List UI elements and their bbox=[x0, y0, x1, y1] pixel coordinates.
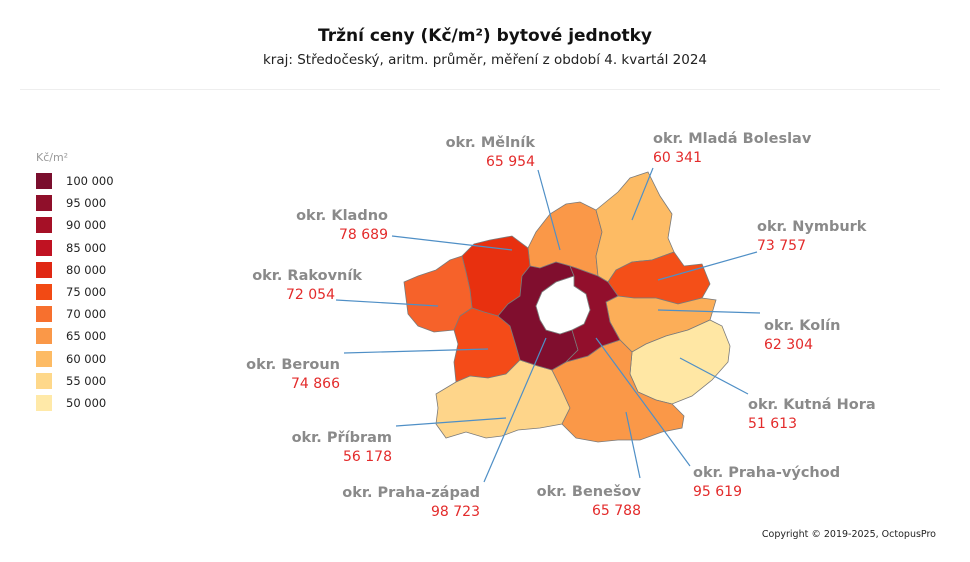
label-kutna-hora-name: okr. Kutná Hora bbox=[748, 397, 876, 413]
legend-swatch bbox=[36, 350, 52, 367]
legend-label: 95 000 bbox=[66, 196, 107, 211]
legend-item: 75 000 bbox=[36, 281, 114, 303]
legend-items: 100 000 95 000 90 000 85 000 80 000 75 000 70 … bbox=[36, 170, 114, 414]
legend-item: 80 000 bbox=[36, 259, 114, 281]
leader-line-rakovnik bbox=[335, 299, 439, 307]
legend-swatch bbox=[36, 261, 52, 278]
leader-line-kutna-hora bbox=[679, 357, 749, 395]
label-mlada-boleslav-name: okr. Mladá Boleslav bbox=[653, 131, 812, 147]
label-pribram-name: okr. Příbram bbox=[292, 430, 392, 446]
legend-swatch bbox=[36, 195, 52, 212]
label-kladno-value: 78 689 bbox=[339, 227, 388, 243]
label-kolin-value: 62 304 bbox=[764, 337, 813, 353]
legend-item: 50 000 bbox=[36, 392, 114, 414]
label-praha-zapad-value: 98 723 bbox=[431, 504, 480, 520]
legend-label: 85 000 bbox=[66, 240, 107, 255]
leader-lines bbox=[335, 167, 761, 483]
legend-item: 90 000 bbox=[36, 214, 114, 236]
legend-item: 100 000 bbox=[36, 170, 114, 192]
leader-line-praha-zapad bbox=[483, 337, 547, 483]
legend-unit: Kč/m² bbox=[36, 151, 69, 164]
legend-label: 80 000 bbox=[66, 262, 107, 277]
prague-city-area bbox=[535, 275, 591, 335]
label-melnik-value: 65 954 bbox=[486, 154, 535, 170]
label-beroun-name: okr. Beroun bbox=[246, 357, 340, 373]
legend-label: 90 000 bbox=[66, 218, 107, 233]
map-title: Tržní ceny (Kč/m²) bytové jednotky bbox=[317, 26, 653, 46]
leader-line-pribram bbox=[395, 417, 507, 427]
legend-swatch bbox=[36, 284, 52, 301]
legend-label: 50 000 bbox=[66, 395, 107, 410]
label-nymburk-name: okr. Nymburk bbox=[757, 219, 867, 235]
legend-item: 70 000 bbox=[36, 303, 114, 325]
label-mlada-boleslav-value: 60 341 bbox=[653, 150, 702, 166]
legend-item: 60 000 bbox=[36, 348, 114, 370]
legend-item: 85 000 bbox=[36, 237, 114, 259]
label-praha-vychod-value: 95 619 bbox=[693, 484, 742, 500]
map-subtitle: kraj: Středočeský, aritm. průměr, měření… bbox=[262, 52, 708, 68]
region-shapes bbox=[403, 171, 731, 443]
label-nymburk-value: 73 757 bbox=[757, 238, 806, 254]
header-divider bbox=[20, 89, 940, 90]
legend-item: 65 000 bbox=[36, 325, 114, 347]
leader-line-beroun bbox=[343, 348, 489, 354]
label-kutna-hora-value: 51 613 bbox=[748, 416, 797, 432]
leader-line-benesov bbox=[625, 411, 641, 479]
leader-line-melnik bbox=[537, 169, 561, 251]
legend-swatch bbox=[36, 328, 52, 345]
label-pribram-value: 56 178 bbox=[343, 449, 392, 465]
label-rakovnik-value: 72 054 bbox=[286, 287, 335, 303]
legend-item: 55 000 bbox=[36, 370, 114, 392]
leader-line-praha-vychod bbox=[595, 337, 691, 467]
legend: Kč/m² 100 000 95 000 90 000 85 000 80 000 75 … bbox=[36, 151, 114, 414]
copyright-notice: Copyright © 2019-2025, OctopusPro bbox=[761, 529, 936, 540]
legend-swatch bbox=[36, 306, 52, 323]
leader-line-mlada-boleslav bbox=[631, 167, 654, 221]
label-rakovnik-name: okr. Rakovník bbox=[252, 268, 362, 284]
label-praha-vychod-name: okr. Praha-východ bbox=[693, 465, 840, 481]
label-beroun-value: 74 866 bbox=[291, 376, 340, 392]
label-benesov-value: 65 788 bbox=[592, 503, 641, 519]
legend-swatch bbox=[36, 239, 52, 256]
legend-swatch bbox=[36, 173, 52, 190]
legend-item: 95 000 bbox=[36, 192, 114, 214]
legend-label: 65 000 bbox=[66, 329, 107, 344]
leader-line-kolin bbox=[657, 309, 761, 314]
leader-line-kladno bbox=[391, 235, 513, 251]
legend-label: 60 000 bbox=[66, 351, 107, 366]
label-praha-zapad-name: okr. Praha-západ bbox=[342, 485, 480, 501]
legend-swatch bbox=[36, 372, 52, 389]
label-melnik-name: okr. Mělník bbox=[446, 135, 536, 151]
legend-swatch bbox=[36, 394, 52, 411]
district-labels: okr. Mělník 65 954 okr. Mladá Boleslav 6… bbox=[246, 131, 876, 520]
legend-label: 75 000 bbox=[66, 285, 107, 300]
legend-swatch bbox=[36, 217, 52, 234]
legend-label: 70 000 bbox=[66, 307, 107, 322]
label-kladno-name: okr. Kladno bbox=[296, 208, 388, 224]
legend-label: 100 000 bbox=[66, 174, 114, 189]
label-kolin-name: okr. Kolín bbox=[764, 318, 840, 334]
leader-line-nymburk bbox=[657, 251, 758, 281]
label-benesov-name: okr. Benešov bbox=[537, 484, 642, 500]
legend-label: 55 000 bbox=[66, 373, 107, 388]
